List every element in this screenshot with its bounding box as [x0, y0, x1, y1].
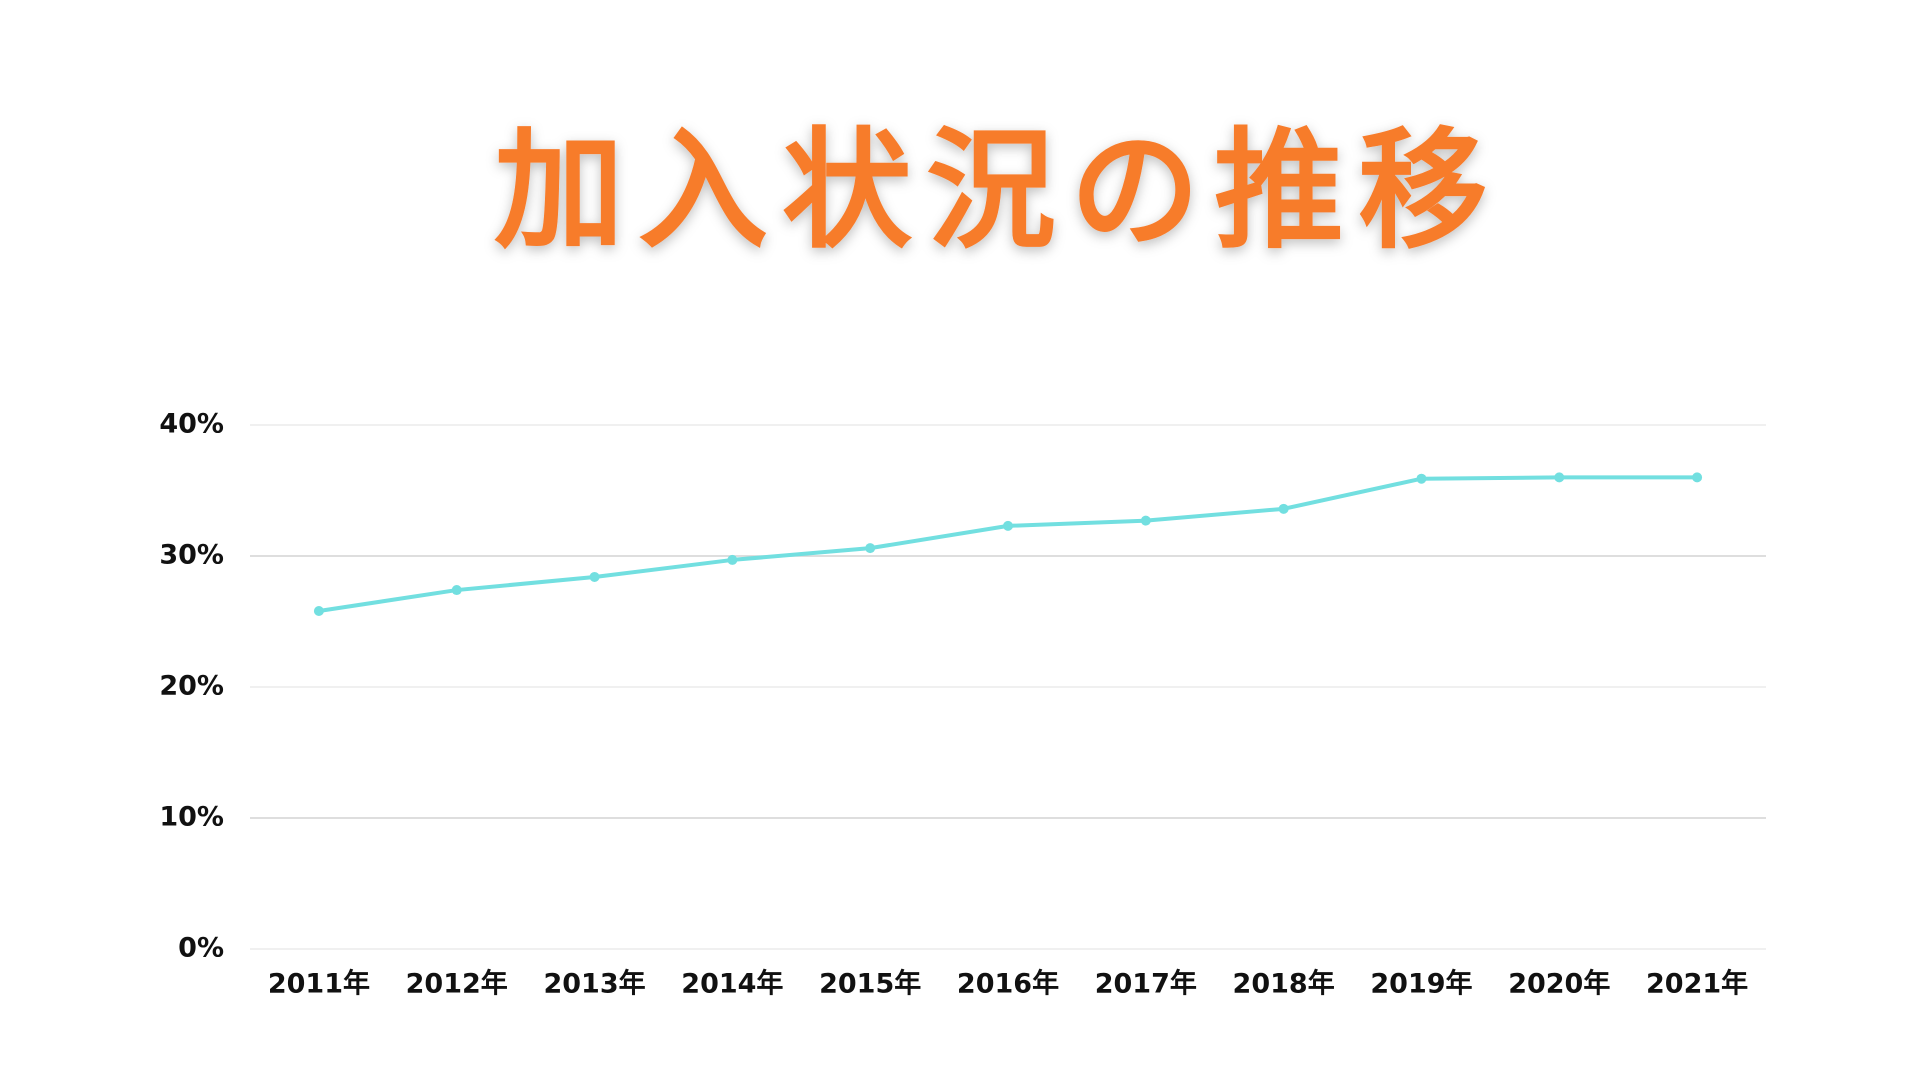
x-tick-label: 2017年 — [1095, 968, 1197, 1000]
point — [589, 571, 600, 582]
point — [865, 543, 876, 554]
point — [1692, 472, 1703, 483]
chart-title: 加入状況の推移 — [494, 115, 1502, 267]
line — [318, 475, 1698, 613]
x-tick-label: 2018年 — [1233, 968, 1335, 1000]
point — [727, 554, 738, 565]
x-tick-label: 2020年 — [1508, 968, 1610, 1000]
point — [1554, 472, 1565, 483]
point — [1140, 515, 1151, 526]
x-tick-label: 2019年 — [1370, 968, 1472, 1000]
point — [313, 606, 324, 617]
x-tick-label: 2021年 — [1646, 968, 1748, 1000]
x-tick-label: 2014年 — [681, 968, 783, 1000]
y-tick-label: 40% — [159, 409, 224, 440]
y-tick-label: 0% — [178, 933, 224, 964]
y-tick-label: 20% — [159, 671, 224, 702]
point — [1003, 520, 1013, 531]
y-tick-label: 10% — [159, 802, 224, 833]
point — [1278, 503, 1289, 514]
x-tick-label: 2013年 — [543, 968, 645, 1000]
y-tick-label: 30% — [159, 540, 224, 571]
x-tick-label: 2015年 — [819, 968, 921, 1000]
x-tick-label: 2016年 — [957, 968, 1059, 1000]
point — [1416, 473, 1427, 484]
point — [451, 585, 462, 596]
x-tick-label: 2011年 — [268, 968, 370, 1000]
x-tick-label: 2012年 — [406, 968, 508, 1000]
